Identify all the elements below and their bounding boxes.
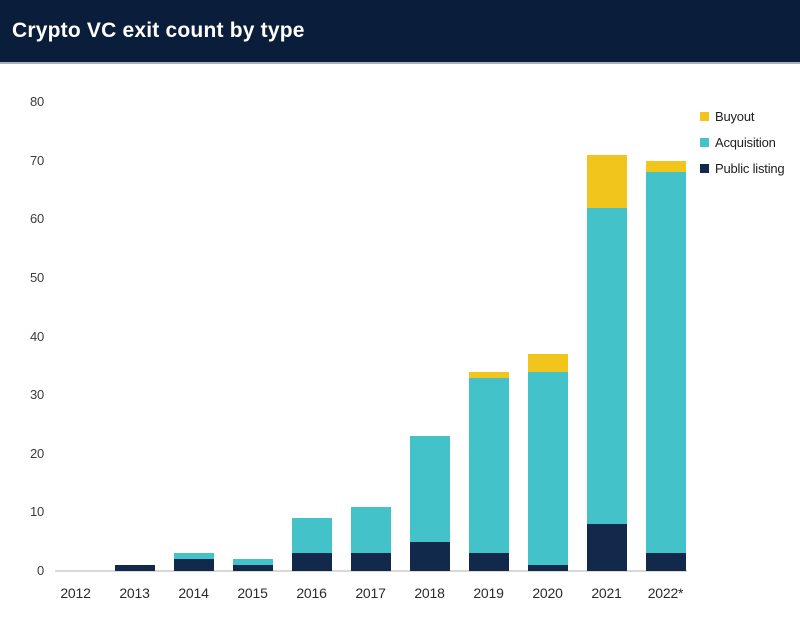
legend-item-acquisition: Acquisition — [700, 134, 784, 150]
bar-segment-2020-buyout — [527, 354, 568, 372]
bar-segment-2014-public-listing — [173, 559, 214, 571]
legend-label-buyout: Buyout — [715, 108, 755, 124]
bar-segment-2019-buyout — [468, 371, 509, 378]
bar-segment-2017-acquisition — [350, 506, 391, 554]
y-axis-label-30: 30 — [29, 387, 44, 403]
bar-segment-2021-buyout — [586, 154, 627, 208]
bar-segment-2015-public-listing — [232, 565, 273, 571]
bar-segment-2021-public-listing — [586, 524, 627, 571]
x-axis-line — [55, 570, 687, 572]
bar-column-2020 — [518, 102, 577, 571]
x-axis-label-2014: 2014 — [178, 585, 209, 601]
bar-segment-2013-public-listing — [114, 565, 155, 571]
bar-column-2019 — [459, 102, 518, 571]
bar-segment-2015-acquisition — [232, 559, 273, 566]
y-axis-label-10: 10 — [29, 504, 44, 520]
bar-segment-2018-acquisition — [409, 436, 450, 542]
bar-segment-2020-acquisition — [527, 371, 568, 566]
x-axis-label-2019: 2019 — [473, 585, 504, 601]
legend: Buyout Acquisition Public listing — [700, 108, 785, 187]
bar-segment-2018-public-listing — [409, 541, 450, 571]
bar-2022 — [645, 160, 686, 571]
bar-2017 — [350, 506, 391, 571]
bar-column-2017 — [341, 102, 400, 571]
y-axis-label-50: 50 — [29, 269, 44, 285]
bar-column-2012 — [46, 102, 105, 571]
y-axis-label-0: 0 — [36, 563, 44, 578]
x-axis-label-2013: 2013 — [119, 585, 150, 601]
chart-title: Crypto VC exit count by type — [12, 19, 305, 42]
legend-item-public-listing: Public listing — [700, 160, 785, 176]
bar-segment-2022-public-listing — [645, 553, 686, 571]
legend-item-buyout: Buyout — [700, 108, 784, 124]
y-axis-label-20: 20 — [29, 445, 44, 461]
bar-2014 — [173, 553, 214, 571]
x-axis-label-2015: 2015 — [237, 585, 268, 601]
bar-segment-2014-acquisition — [173, 553, 214, 560]
bar-segment-2021-acquisition — [586, 207, 627, 525]
legend-swatch-acquisition — [700, 137, 709, 147]
x-axis-label-2017: 2017 — [355, 585, 386, 601]
bar-segment-2017-public-listing — [350, 553, 391, 571]
bar-column-2021 — [577, 102, 636, 571]
bar-2013 — [114, 565, 155, 571]
x-axis-label-2022: 2022* — [647, 585, 684, 601]
bar-segment-2019-acquisition — [468, 377, 509, 554]
bar-segment-2022-buyout — [645, 160, 686, 173]
x-axis-label-2012: 2012 — [60, 585, 91, 601]
bar-2019 — [468, 371, 509, 571]
x-axis-label-2018: 2018 — [414, 585, 445, 601]
y-axis-label-80: 80 — [29, 94, 44, 109]
y-axis-label-40: 40 — [29, 328, 44, 344]
y-axis-label-70: 70 — [29, 152, 44, 168]
bar-segment-2020-public-listing — [527, 565, 568, 571]
x-axis-label-2020: 2020 — [532, 585, 563, 601]
bar-2016 — [291, 518, 332, 571]
chart-header: Crypto VC exit count by type — [0, 0, 800, 64]
legend-label-acquisition: Acquisition — [715, 134, 776, 150]
x-axis-label-2016: 2016 — [296, 585, 327, 601]
bar-segment-2019-public-listing — [468, 553, 509, 571]
bar-2015 — [232, 559, 273, 571]
bar-column-2013 — [105, 102, 164, 571]
bar-column-2015 — [223, 102, 282, 571]
bar-2021 — [586, 154, 627, 571]
bar-2018 — [409, 436, 450, 571]
bar-2020 — [527, 354, 568, 571]
bar-column-2016 — [282, 102, 341, 571]
bar-column-2022 — [636, 102, 695, 571]
bar-segment-2016-public-listing — [291, 553, 332, 571]
bar-segment-2016-acquisition — [291, 518, 332, 554]
legend-label-public-listing: Public listing — [715, 160, 785, 176]
bar-column-2014 — [164, 102, 223, 571]
x-axis-label-2021: 2021 — [591, 585, 622, 601]
y-axis-label-60: 60 — [29, 211, 44, 227]
bar-segment-2022-acquisition — [645, 172, 686, 554]
bar-column-2018 — [400, 102, 459, 571]
legend-swatch-public-listing — [700, 163, 709, 173]
legend-swatch-buyout — [700, 111, 709, 121]
